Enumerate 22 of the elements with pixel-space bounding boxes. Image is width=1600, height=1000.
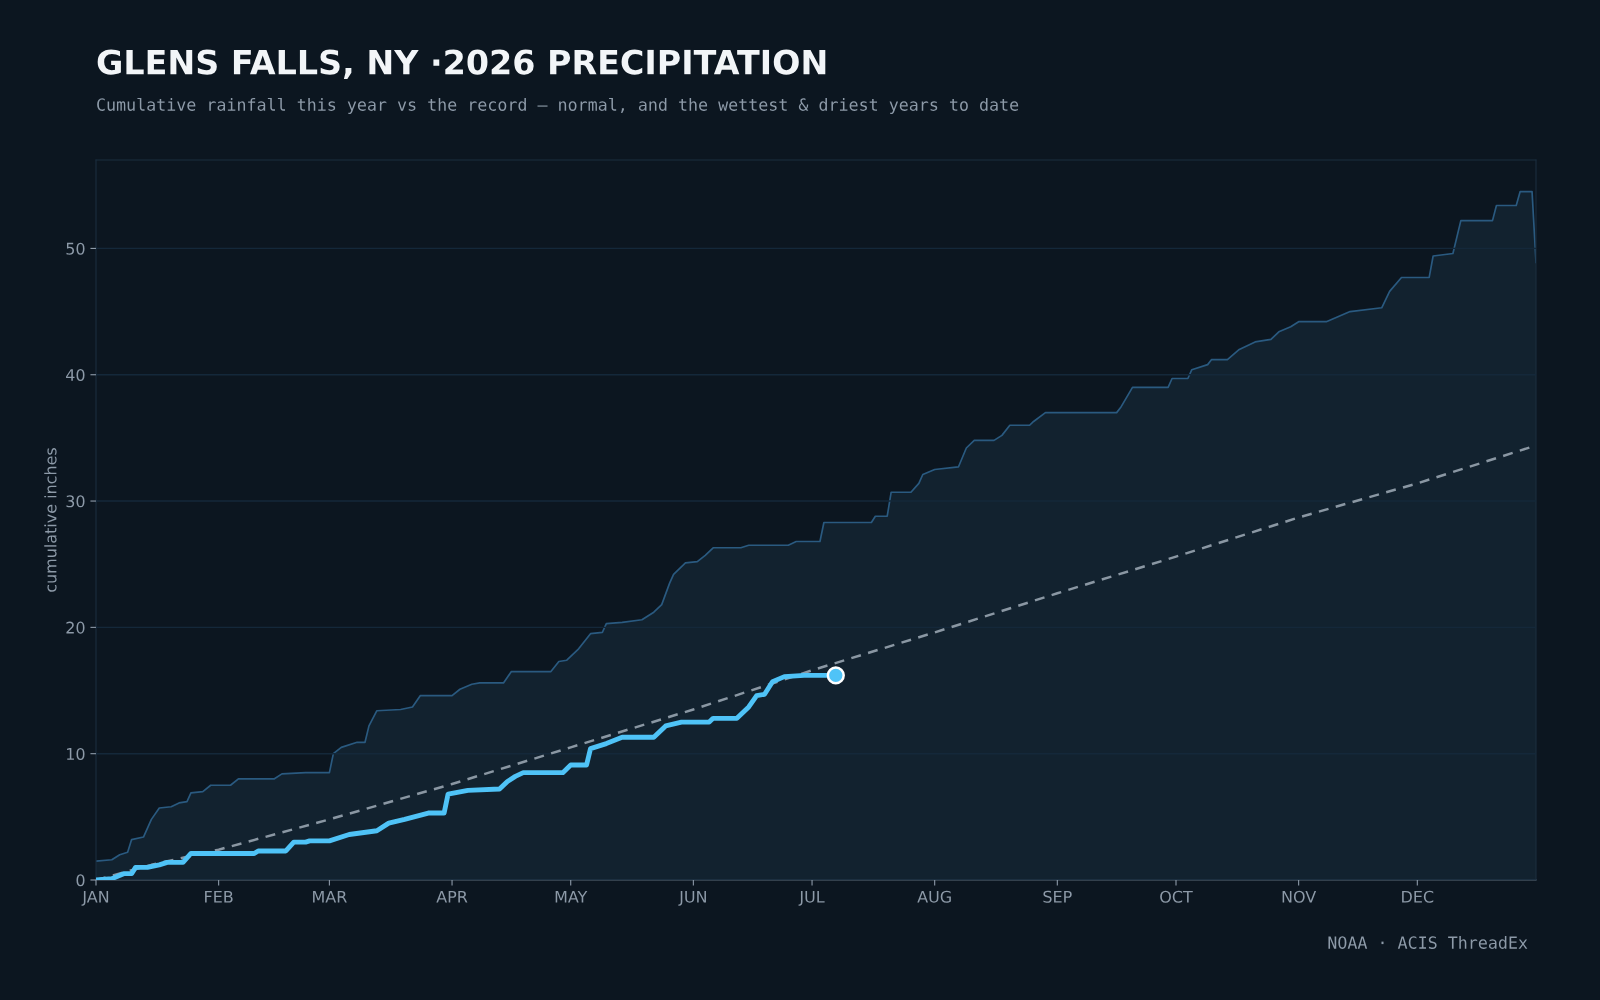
y-axis-title: cumulative inches — [44, 448, 57, 592]
y-tick-label: 0 — [76, 874, 85, 887]
y-tick-label: 30 — [66, 495, 85, 508]
x-tick-label: APR — [436, 890, 468, 903]
x-tick-label: JUL — [798, 890, 825, 906]
x-tick-label: OCT — [1160, 890, 1193, 903]
x-tick-label: DEC — [1402, 890, 1434, 903]
x-tick-label: JAN — [81, 890, 109, 906]
x-tick-label: SEP — [1043, 890, 1072, 903]
x-tick-label: NOV — [1282, 890, 1317, 903]
x-tick-label: MAY — [555, 890, 588, 903]
x-tick-label: FEB — [205, 890, 233, 903]
x-tick-label: JUN — [678, 890, 706, 906]
y-tick-label: 10 — [67, 747, 85, 760]
chart-subtitle: Cumulative rainfall this year vs the record — normal, and the wettest & driest years to date — [97, 97, 1019, 115]
x-tick-label: AUG — [917, 890, 951, 903]
text: NOAA · ACIS ThreadEx — [1328, 935, 1528, 949]
chart-title: GLENS FALLS, NY ·2026 PRECIPITATION — [97, 49, 826, 79]
y-tick-label: 50 — [66, 242, 85, 255]
y-tick-label: 20 — [66, 621, 85, 634]
x-tick-label: MAR — [313, 890, 347, 903]
y-tick-label: 40 — [66, 368, 85, 382]
